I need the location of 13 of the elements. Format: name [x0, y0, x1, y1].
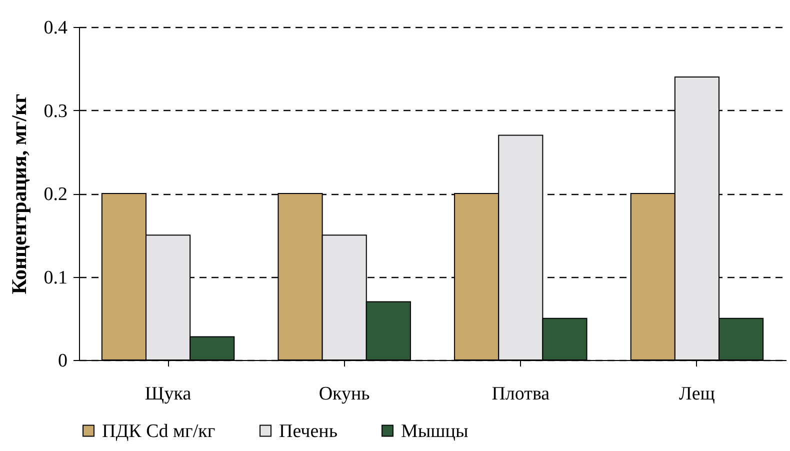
y-tick-label: 0.2: [44, 184, 68, 205]
x-tick-label: Плотва: [492, 384, 550, 404]
legend-label: ПДК Cd мг/кг: [102, 420, 216, 442]
y-axis-title: Концентрация, мг/кг: [6, 94, 31, 294]
x-tick-label: Лещ: [679, 384, 716, 404]
x-tick-label: Щука: [144, 384, 192, 404]
y-tick-label: 0: [58, 350, 68, 372]
y-tick-label: 0.1: [44, 267, 68, 288]
x-tick-label: Окунь: [318, 384, 370, 404]
legend-label: Мышцы: [401, 420, 468, 442]
y-tick-label: 0.4: [44, 18, 68, 38]
legend-label: Печень: [279, 420, 338, 442]
y-tick-label: 0.3: [44, 100, 68, 122]
